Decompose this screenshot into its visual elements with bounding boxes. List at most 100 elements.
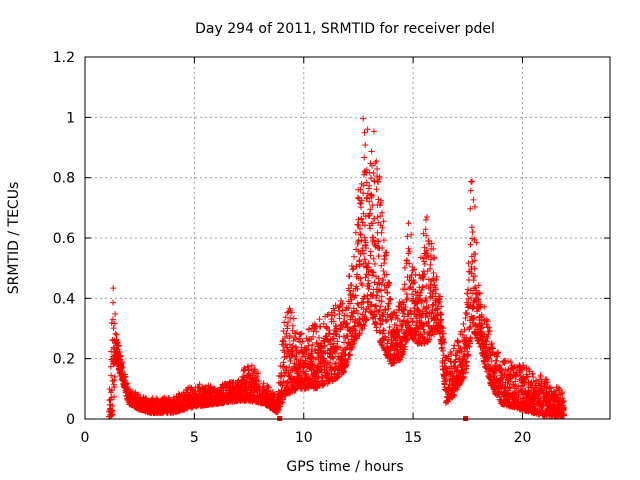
data-point bbox=[404, 233, 411, 240]
data-point bbox=[372, 313, 379, 320]
data-point bbox=[368, 148, 375, 155]
data-point bbox=[110, 299, 116, 306]
data-point bbox=[552, 389, 559, 396]
data-point bbox=[296, 335, 303, 342]
data-point bbox=[347, 351, 354, 358]
data-point bbox=[340, 369, 347, 376]
data-point bbox=[469, 178, 476, 185]
data-point bbox=[362, 142, 369, 149]
data-point bbox=[437, 293, 444, 300]
data-point bbox=[373, 292, 380, 299]
data-point bbox=[391, 309, 398, 316]
data-point bbox=[506, 384, 513, 391]
data-point bbox=[360, 115, 367, 122]
data-point bbox=[407, 307, 414, 314]
data-point bbox=[401, 264, 408, 271]
data-point bbox=[425, 304, 432, 311]
data-point bbox=[312, 323, 319, 330]
data-point bbox=[493, 364, 500, 371]
data-point bbox=[110, 285, 117, 292]
data-point bbox=[313, 370, 320, 377]
data-point bbox=[348, 346, 355, 353]
data-point bbox=[385, 300, 392, 307]
data-point bbox=[400, 307, 407, 314]
data-point bbox=[355, 301, 362, 308]
data-point bbox=[508, 373, 515, 380]
data-point bbox=[484, 335, 491, 342]
data-point bbox=[401, 286, 408, 293]
data-point bbox=[529, 371, 536, 378]
data-point bbox=[379, 224, 386, 231]
data-point bbox=[369, 272, 376, 279]
data-point bbox=[530, 373, 537, 380]
data-point bbox=[116, 348, 123, 355]
data-point bbox=[381, 306, 388, 313]
data-point bbox=[460, 374, 467, 381]
data-point bbox=[515, 382, 522, 389]
data-point bbox=[376, 173, 383, 180]
data-point bbox=[467, 323, 474, 330]
data-point bbox=[368, 301, 375, 308]
data-point bbox=[366, 169, 373, 176]
data-point bbox=[303, 347, 310, 354]
data-point bbox=[330, 355, 337, 362]
data-point bbox=[286, 364, 293, 371]
data-point bbox=[284, 325, 291, 332]
data-point bbox=[469, 228, 476, 235]
y-axis-label: SRMTID / TECUs bbox=[6, 182, 22, 295]
data-point bbox=[321, 343, 328, 350]
data-point bbox=[367, 248, 374, 255]
data-point bbox=[422, 226, 429, 233]
data-point bbox=[365, 298, 372, 305]
data-point bbox=[360, 321, 367, 328]
data-point bbox=[559, 389, 566, 396]
data-point bbox=[475, 289, 482, 296]
data-point bbox=[433, 273, 440, 280]
x-tick-label: 5 bbox=[190, 430, 199, 446]
data-point bbox=[426, 241, 433, 248]
data-point bbox=[427, 252, 434, 259]
data-point bbox=[423, 298, 430, 305]
data-point bbox=[376, 329, 383, 336]
data-point bbox=[460, 373, 467, 380]
data-point bbox=[364, 195, 371, 202]
data-point bbox=[488, 340, 495, 347]
data-point bbox=[330, 318, 337, 325]
data-point bbox=[357, 225, 364, 232]
data-point bbox=[123, 381, 130, 388]
y-tick-label: 0.8 bbox=[53, 171, 75, 187]
data-point bbox=[559, 395, 566, 402]
data-point bbox=[364, 263, 371, 270]
data-point bbox=[493, 350, 500, 357]
data-point bbox=[403, 291, 410, 298]
data-point bbox=[422, 216, 429, 223]
data-point bbox=[109, 411, 116, 418]
data-point bbox=[485, 328, 492, 335]
data-point bbox=[471, 257, 478, 264]
data-point bbox=[326, 327, 333, 334]
data-point bbox=[440, 330, 447, 337]
data-point bbox=[467, 340, 473, 347]
data-point bbox=[502, 367, 509, 374]
data-point bbox=[297, 331, 304, 338]
data-point bbox=[331, 307, 338, 314]
data-point bbox=[465, 295, 472, 302]
data-point bbox=[427, 261, 434, 268]
data-point bbox=[495, 349, 502, 356]
data-point bbox=[351, 323, 358, 330]
data-point bbox=[348, 282, 355, 289]
data-point bbox=[430, 245, 437, 252]
data-point bbox=[279, 399, 286, 406]
data-point bbox=[525, 373, 532, 380]
data-point bbox=[460, 321, 467, 328]
data-point bbox=[108, 372, 115, 379]
data-point bbox=[456, 355, 463, 362]
data-point bbox=[309, 354, 316, 361]
data-point bbox=[440, 335, 447, 342]
data-point bbox=[358, 204, 365, 211]
data-point bbox=[505, 358, 512, 365]
data-point bbox=[540, 402, 547, 409]
data-point bbox=[374, 214, 381, 221]
data-point bbox=[467, 241, 474, 248]
